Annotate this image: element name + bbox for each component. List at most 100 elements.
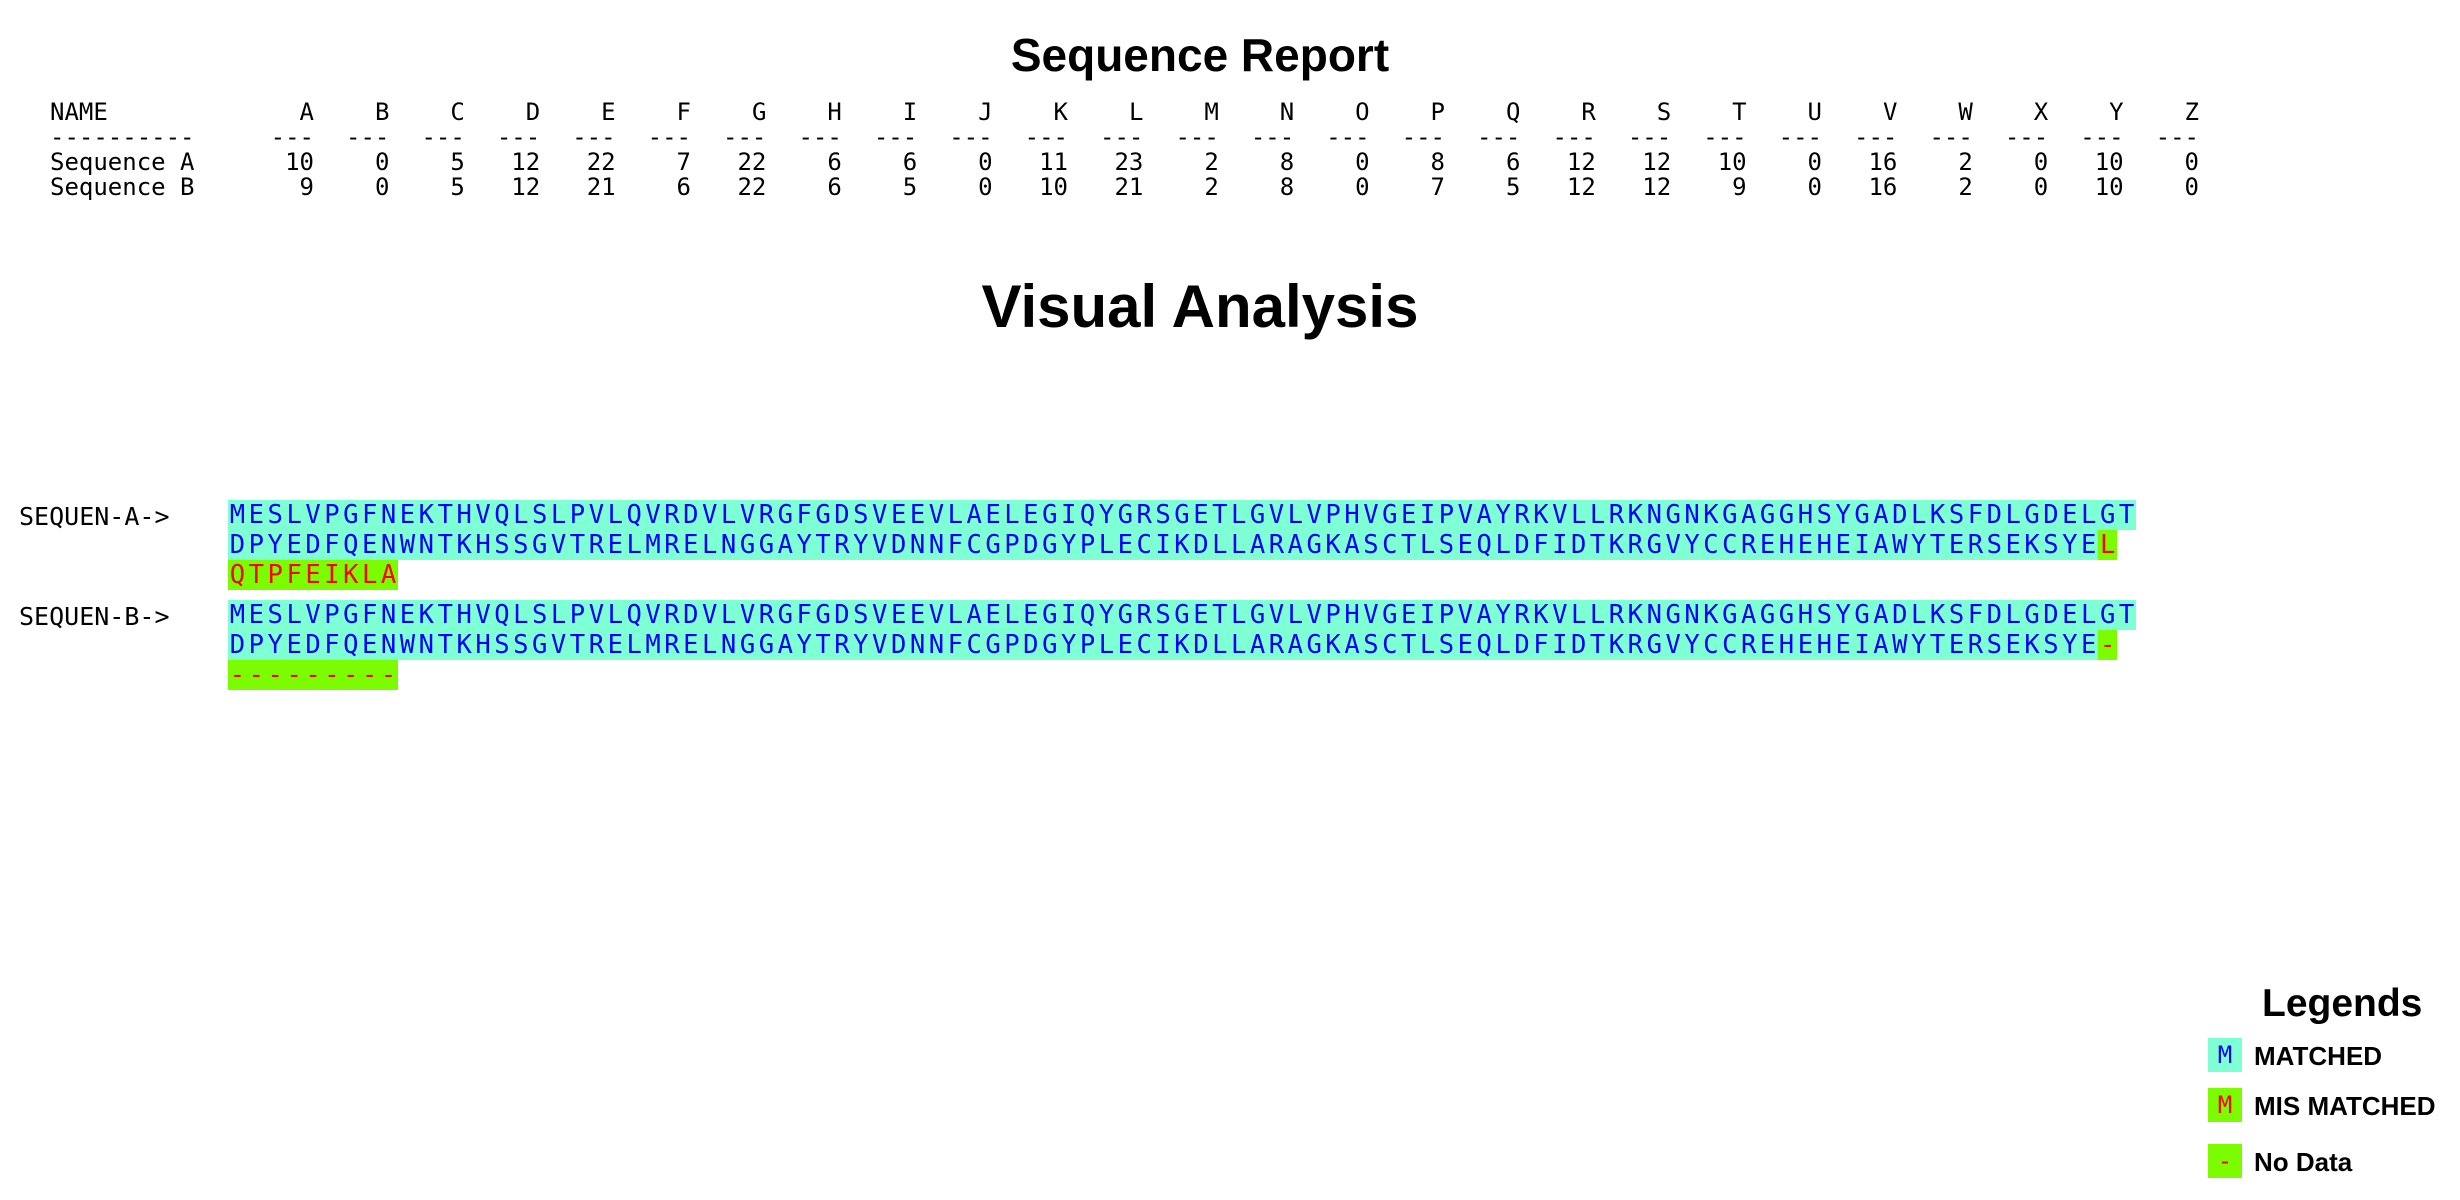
residue: E bbox=[1191, 600, 1211, 630]
residue: H bbox=[1342, 600, 1362, 630]
residue: E bbox=[2079, 630, 2099, 660]
residue: N bbox=[1682, 500, 1702, 530]
residue: Y bbox=[1059, 630, 1079, 660]
residue: G bbox=[1663, 500, 1683, 530]
residue: L bbox=[511, 600, 531, 630]
residue: A bbox=[1285, 530, 1305, 560]
residue: D bbox=[1512, 530, 1532, 560]
count-cell: 2 bbox=[1204, 148, 1219, 176]
count-cell: 5 bbox=[902, 173, 918, 201]
residue: E bbox=[360, 630, 380, 660]
residue: E bbox=[1833, 630, 1853, 660]
residue: Q bbox=[492, 600, 512, 630]
residue: K bbox=[1607, 530, 1626, 560]
residue: N bbox=[379, 630, 399, 660]
residue: C bbox=[1134, 530, 1154, 560]
column-header: U bbox=[1807, 98, 1822, 126]
residue: L bbox=[605, 500, 625, 530]
column-header: G bbox=[751, 98, 767, 126]
count-cell: 10 bbox=[2094, 148, 2124, 176]
column-header: Q bbox=[1505, 98, 1521, 126]
residue: T bbox=[1588, 630, 1608, 660]
separator-cell: --- bbox=[1326, 123, 1370, 151]
residue: I bbox=[322, 560, 342, 590]
residue: R bbox=[662, 600, 682, 630]
separator-cell: --- bbox=[1854, 123, 1898, 151]
residue: F bbox=[322, 530, 342, 560]
residue: V bbox=[700, 600, 720, 630]
residue: Y bbox=[794, 630, 814, 660]
residue: H bbox=[1777, 630, 1796, 660]
separator-cell: --- bbox=[2004, 123, 2049, 151]
residue: V bbox=[1304, 600, 1324, 630]
sequence-label: SEQUEN-B-> bbox=[19, 602, 170, 631]
residue: G bbox=[1644, 530, 1664, 560]
residue: D bbox=[1569, 530, 1589, 560]
residue: T bbox=[246, 560, 266, 590]
count-cell: 21 bbox=[1114, 173, 1144, 201]
residue: Q bbox=[1474, 630, 1494, 660]
residue: C bbox=[964, 630, 984, 660]
residue: - bbox=[303, 660, 323, 690]
sequence-line: --------- bbox=[228, 660, 2136, 690]
count-cell: 0 bbox=[374, 148, 390, 176]
residue: D bbox=[1191, 630, 1211, 660]
column-header: P bbox=[1430, 98, 1445, 126]
residue: Q bbox=[1474, 530, 1494, 560]
residue: Y bbox=[1833, 600, 1853, 630]
residue: E bbox=[1795, 630, 1815, 660]
residue: N bbox=[926, 530, 946, 560]
residue: K bbox=[1701, 500, 1721, 530]
legend-label: MATCHED bbox=[2254, 1041, 2383, 1071]
residue: V bbox=[926, 600, 946, 630]
residue: E bbox=[1455, 630, 1475, 660]
residue: R bbox=[1965, 530, 1985, 560]
residue: P bbox=[1437, 500, 1456, 530]
residue: G bbox=[1248, 600, 1267, 630]
residue: L bbox=[945, 600, 965, 630]
residue: L bbox=[1493, 530, 1513, 560]
residue: E bbox=[889, 600, 909, 630]
residue: D bbox=[303, 630, 323, 660]
residue: Q bbox=[341, 530, 361, 560]
residue: R bbox=[662, 500, 682, 530]
residue: E bbox=[398, 600, 417, 630]
residue: A bbox=[1871, 600, 1891, 630]
residue: P bbox=[1002, 530, 1022, 560]
count-cell: 10 bbox=[1717, 148, 1747, 176]
residue: I bbox=[1550, 530, 1570, 560]
residue: L bbox=[1285, 600, 1305, 630]
separator-cell: --- bbox=[1778, 123, 1822, 151]
residue: L bbox=[624, 530, 644, 560]
count-cell: 0 bbox=[978, 173, 993, 201]
residue: Y bbox=[1682, 530, 1702, 560]
residue: N bbox=[908, 530, 927, 560]
separator-cell: --- bbox=[496, 123, 541, 151]
residue: V bbox=[1455, 600, 1475, 630]
residue: E bbox=[1455, 530, 1475, 560]
residue: L bbox=[700, 630, 720, 660]
residue: N bbox=[379, 500, 399, 530]
residue: A bbox=[1871, 630, 1891, 660]
residue: K bbox=[1701, 600, 1721, 630]
residue: E bbox=[1399, 600, 1419, 630]
residue: K bbox=[1531, 600, 1551, 630]
residue: Y bbox=[2060, 630, 2080, 660]
residue: G bbox=[1115, 600, 1135, 630]
residue: I bbox=[1059, 500, 1079, 530]
residue: V bbox=[643, 500, 663, 530]
legend-label: MIS MATCHED bbox=[2254, 1091, 2436, 1121]
residue: H bbox=[1814, 530, 1834, 560]
residue: E bbox=[360, 530, 380, 560]
residue: K bbox=[2022, 630, 2042, 660]
residue: V bbox=[738, 600, 757, 630]
residue: I bbox=[1153, 530, 1173, 560]
residue: L bbox=[1569, 600, 1589, 630]
residue: G bbox=[1720, 600, 1740, 630]
residue: E bbox=[681, 630, 701, 660]
residue: G bbox=[738, 530, 757, 560]
count-cell: 6 bbox=[902, 148, 918, 176]
residue: S bbox=[530, 500, 550, 530]
residue: E bbox=[1758, 530, 1778, 560]
count-cell: 0 bbox=[978, 148, 993, 176]
